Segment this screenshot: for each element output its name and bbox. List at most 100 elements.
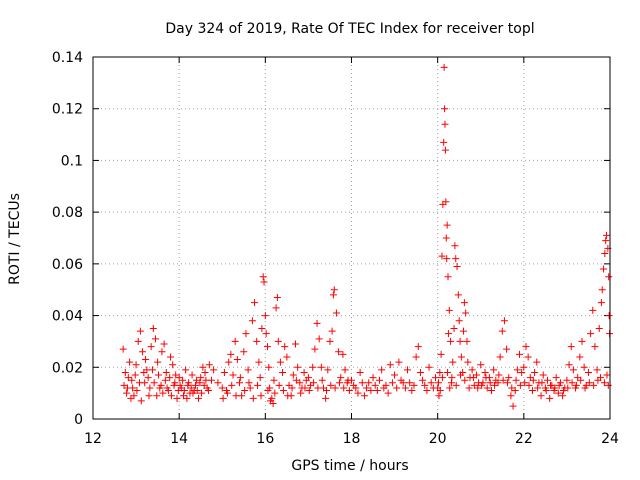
roti-point (503, 379, 511, 387)
roti-point (546, 394, 554, 402)
roti-point (457, 371, 465, 379)
roti-point (421, 381, 429, 389)
roti-point (373, 387, 381, 395)
roti-point (153, 392, 161, 400)
roti-point (323, 387, 331, 395)
roti-point (443, 255, 451, 263)
roti-point (188, 371, 196, 379)
roti-point (435, 392, 443, 400)
roti-point (524, 353, 532, 361)
roti-point (482, 374, 490, 382)
roti-point (340, 384, 348, 392)
roti-point (242, 330, 250, 338)
roti-point (547, 381, 555, 389)
roti-point (260, 278, 268, 286)
roti-point (199, 363, 207, 371)
roti-point (270, 376, 278, 384)
roti-point (488, 387, 496, 395)
roti-point (456, 337, 464, 345)
roti-point (491, 381, 499, 389)
roti-point (297, 389, 305, 397)
roti-point (144, 374, 152, 382)
roti-point (173, 394, 181, 402)
roti-point (404, 366, 412, 374)
roti-point (330, 286, 338, 294)
roti-point (580, 363, 588, 371)
roti-point (581, 384, 589, 392)
roti-point (442, 234, 450, 242)
roti-point (176, 381, 184, 389)
roti-point (136, 327, 144, 335)
roti-point (448, 374, 456, 382)
roti-point (167, 392, 175, 400)
roti-point (251, 299, 259, 307)
roti-point (348, 376, 355, 384)
roti-point (169, 361, 177, 369)
roti-point (486, 379, 494, 387)
roti-point (158, 348, 166, 356)
y-tick-label: 0.1 (61, 153, 83, 169)
roti-point (533, 358, 541, 366)
roti-point (249, 394, 257, 402)
roti-point (412, 353, 420, 361)
roti-point (500, 317, 508, 325)
x-axis-label: GPS time / hours (291, 458, 408, 474)
roti-point (189, 389, 197, 397)
roti-point (335, 348, 343, 356)
roti-point (440, 63, 448, 71)
roti-point (317, 363, 325, 371)
roti-point (495, 371, 503, 379)
roti-point (559, 392, 567, 400)
roti-point (410, 381, 418, 389)
roti-point (465, 384, 473, 392)
roti-point (253, 337, 261, 345)
roti-point (310, 379, 318, 387)
roti-point (161, 376, 169, 384)
roti-point (406, 379, 414, 387)
roti-point (444, 330, 452, 338)
roti-point (192, 381, 200, 389)
roti-point (279, 387, 287, 395)
roti-point (231, 337, 239, 345)
roti-point (149, 325, 157, 332)
roti-point (585, 379, 593, 387)
roti-point (376, 376, 384, 384)
roti-point (438, 374, 446, 382)
roti-point (166, 374, 174, 382)
roti-point (512, 376, 520, 384)
roti-point (587, 330, 595, 338)
roti-point (498, 327, 506, 335)
roti-point (516, 350, 524, 358)
roti-point (450, 325, 458, 332)
roti-point (516, 381, 524, 389)
roti-point (196, 379, 204, 387)
roti-point (339, 350, 347, 358)
roti-point (248, 317, 256, 325)
x-tick-label: 14 (170, 431, 188, 447)
roti-point (163, 384, 171, 392)
roti-point (124, 374, 132, 382)
roti-point (322, 394, 330, 402)
roti-point (345, 387, 353, 395)
roti-point (358, 379, 366, 387)
roti-point (427, 379, 435, 387)
roti-point (563, 376, 571, 384)
roti-point (245, 379, 253, 387)
roti-point (267, 397, 275, 405)
roti-point (503, 345, 511, 353)
y-tick-label: 0.06 (52, 257, 83, 273)
roti-point (289, 371, 297, 379)
roti-point (598, 286, 606, 294)
roti-point (324, 366, 332, 374)
roti-point (151, 335, 159, 343)
roti-point (604, 381, 612, 389)
roti-point (354, 389, 362, 397)
roti-point (442, 198, 450, 206)
roti-point (198, 389, 206, 397)
roti-point (180, 387, 188, 395)
roti-point (367, 387, 375, 395)
roti-point (162, 368, 170, 376)
roti-point (315, 335, 323, 343)
roti-point (522, 343, 530, 351)
